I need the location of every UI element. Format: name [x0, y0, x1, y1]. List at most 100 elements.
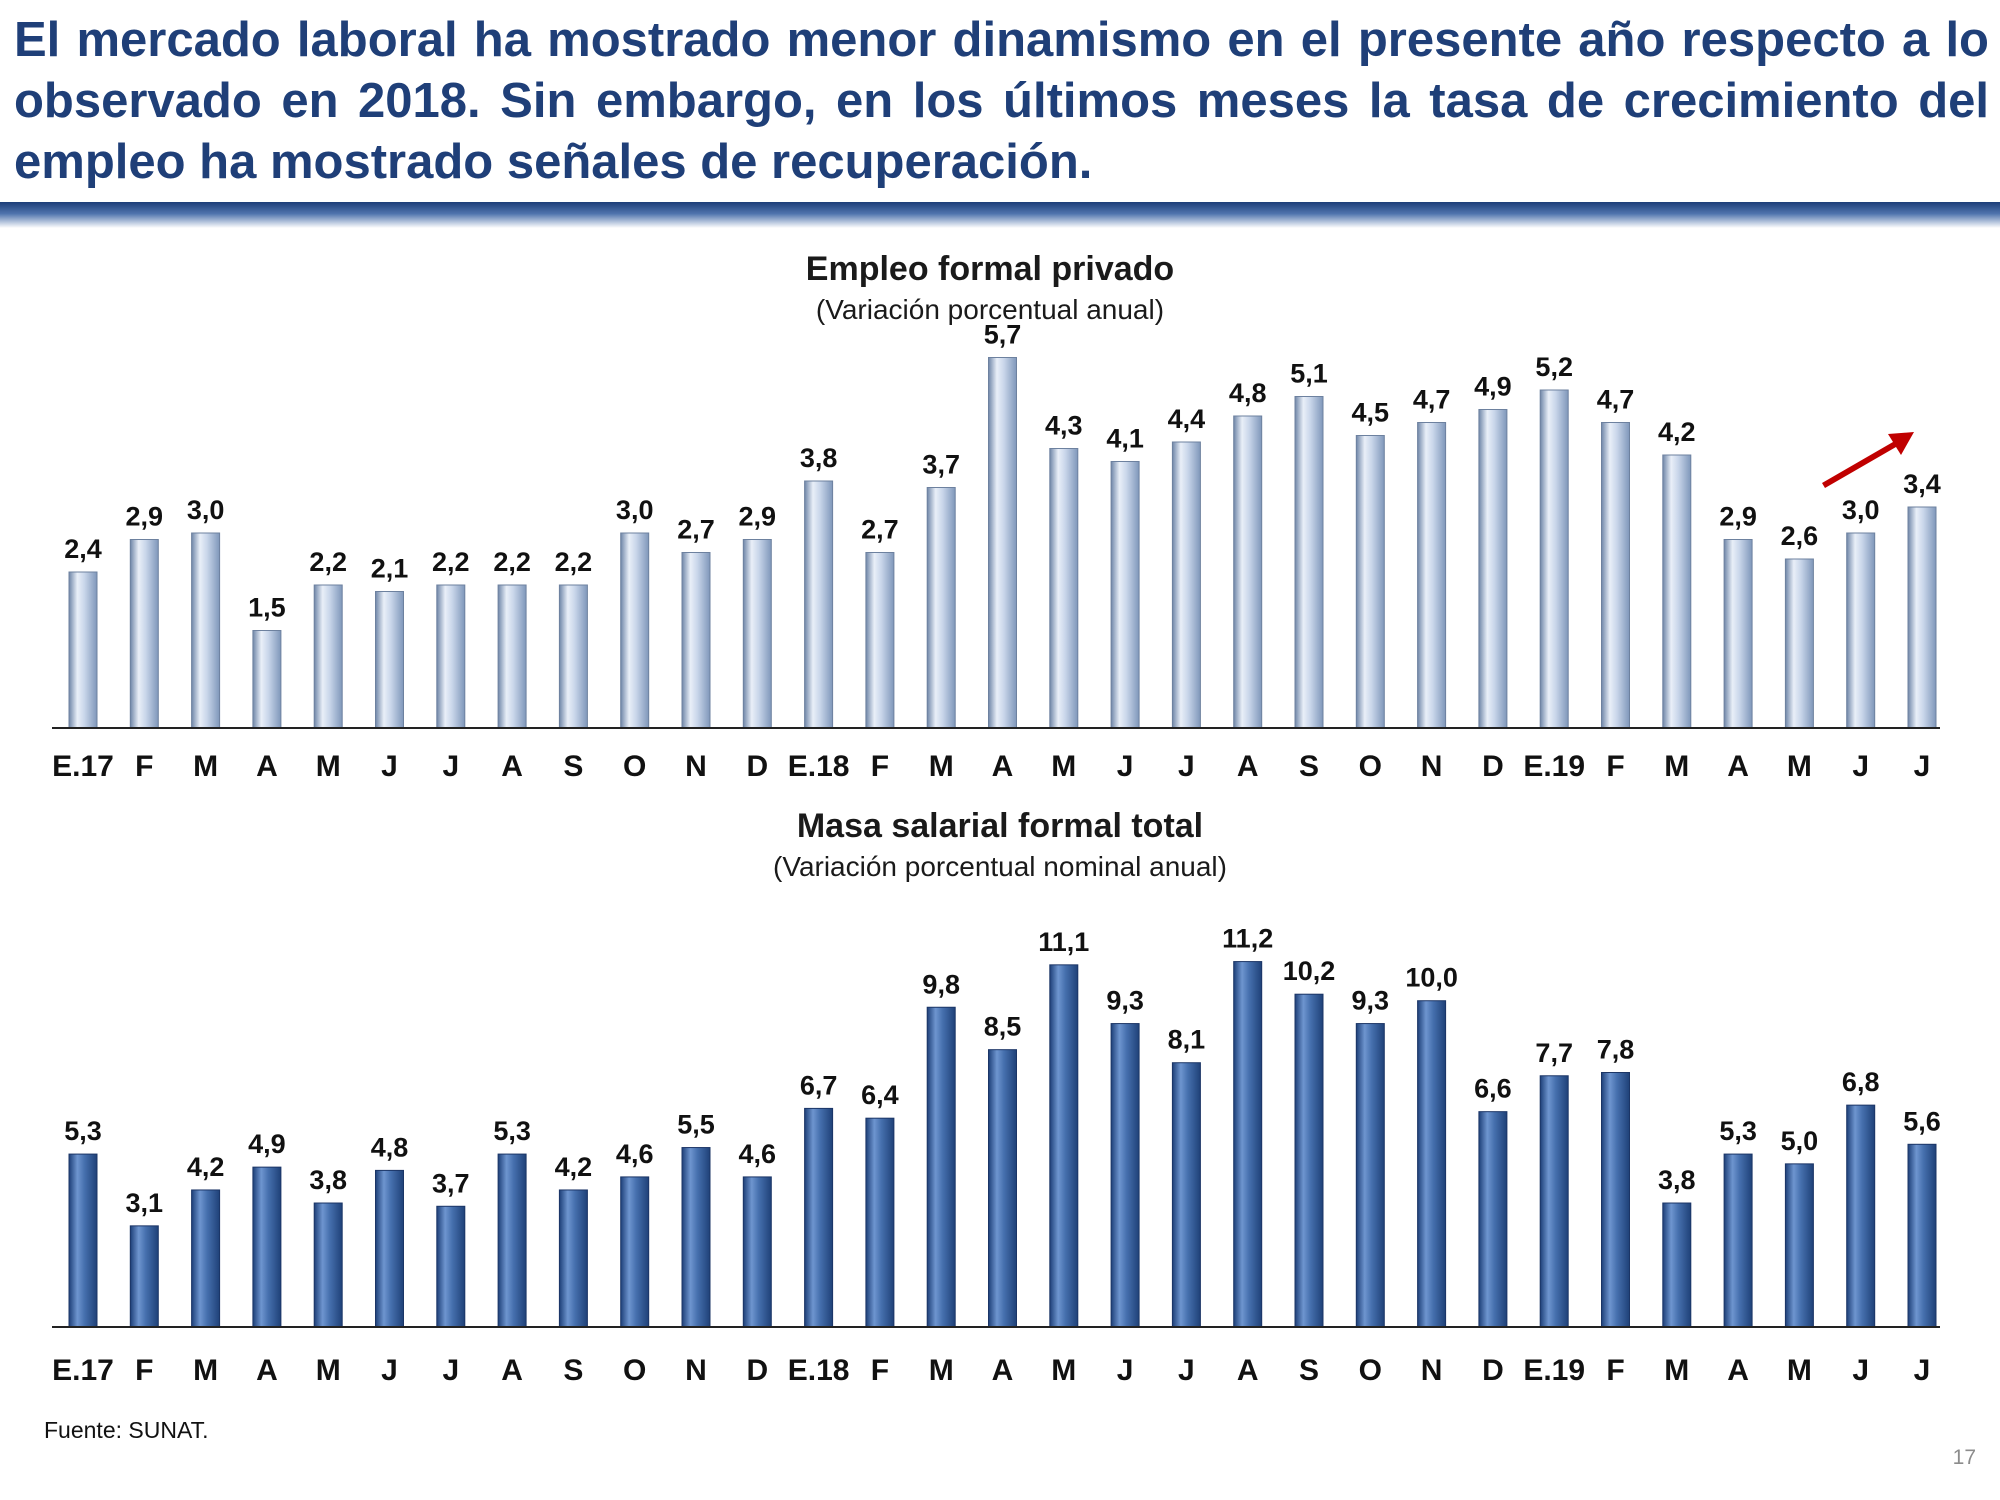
x-tick-label: S: [563, 1354, 583, 1387]
x-tick-labels-group: E.17 F M A M J J A S O N D E.18 F M A M J J A S O N D E.19 F M A M J J: [52, 750, 1930, 783]
value-label: 4,7: [1597, 385, 1635, 415]
bar: [1784, 558, 1814, 729]
page-number: 17: [1952, 1446, 1976, 1469]
bar: [313, 1202, 343, 1328]
value-label: 2,9: [1719, 502, 1757, 532]
value-label: 3,8: [309, 1165, 347, 1195]
value-label: 4,7: [1413, 385, 1451, 415]
x-tick-label: F: [135, 750, 153, 783]
value-label: 5,6: [1903, 1106, 1941, 1136]
value-label: 3,4: [1903, 469, 1941, 499]
x-tick-label: E.18: [788, 750, 850, 783]
bar: [1171, 1062, 1201, 1328]
x-tick-label: J: [442, 750, 459, 783]
x-tick-label: O: [1359, 750, 1382, 783]
value-label: 2,7: [677, 515, 715, 545]
bar: [865, 1117, 895, 1328]
x-tick-label: O: [1359, 1354, 1382, 1387]
x-tick-label: M: [1664, 750, 1689, 783]
source-note: Fuente: SUNAT.: [44, 1417, 209, 1443]
bar: [375, 591, 404, 729]
bar: [620, 1176, 650, 1328]
x-tick-label: M: [193, 1354, 218, 1387]
bar: [804, 1107, 834, 1328]
value-label: 3,0: [187, 495, 225, 525]
x-tick-label: M: [1664, 1354, 1689, 1387]
x-tick-label: A: [501, 750, 523, 783]
value-label: 4,4: [1168, 404, 1206, 434]
x-tick-label: D: [746, 1354, 768, 1387]
bar: [1539, 389, 1569, 729]
bar: [988, 357, 1017, 729]
value-label: 4,8: [371, 1132, 409, 1162]
bar: [68, 1153, 98, 1328]
value-label: 4,6: [616, 1139, 654, 1169]
bar: [1662, 1202, 1692, 1328]
x-tick-label: N: [1421, 1354, 1443, 1387]
value-label: 1,5: [248, 593, 286, 623]
bar: [1846, 532, 1876, 729]
chart-subtitle: (Variación porcentual anual): [816, 294, 1164, 325]
x-tick-label: M: [1787, 1354, 1812, 1387]
value-label: 9,3: [1106, 986, 1144, 1016]
bar: [1846, 1104, 1876, 1328]
value-label: 2,6: [1781, 521, 1819, 551]
x-tick-label: A: [501, 1354, 523, 1387]
x-tick-label: D: [746, 750, 768, 783]
x-tick-label: F: [135, 1354, 153, 1387]
x-tick-label: N: [685, 1354, 707, 1387]
x-tick-label: J: [1852, 750, 1869, 783]
x-tick-label: M: [1787, 750, 1812, 783]
x-tick-label: A: [992, 1354, 1014, 1387]
x-tick-label: F: [871, 750, 889, 783]
x-tick-label: N: [1421, 750, 1443, 783]
bar: [252, 630, 282, 729]
value-label: 11,2: [1222, 924, 1273, 954]
bar: [1539, 1075, 1569, 1328]
value-label: 2,2: [555, 547, 593, 577]
chart-subtitle: (Variación porcentual nominal anual): [773, 851, 1227, 882]
x-tick-label: J: [1852, 1354, 1869, 1387]
value-label: 2,9: [739, 502, 777, 532]
x-tick-labels-group: E.17 F M A M J J A S O N D E.18 F M A M J J A S O N D E.19 F M A M J J: [52, 1354, 1930, 1387]
value-label: 6,8: [1842, 1067, 1880, 1097]
bar: [1110, 1023, 1140, 1328]
x-tick-label: A: [1237, 1354, 1259, 1387]
x-tick-label: M: [1051, 1354, 1076, 1387]
bar: [1110, 461, 1140, 729]
bar: [497, 1153, 527, 1328]
bar: [1723, 539, 1753, 729]
x-tick-label: M: [316, 1354, 341, 1387]
x-tick-label: A: [992, 750, 1014, 783]
value-label: 5,3: [64, 1116, 102, 1146]
x-tick-label: J: [1178, 750, 1195, 783]
bars-group: [68, 357, 1937, 729]
x-tick-label: E.19: [1523, 1354, 1585, 1387]
value-label: 4,3: [1045, 411, 1083, 441]
x-tick-label: S: [1299, 750, 1319, 783]
bar: [1723, 1153, 1753, 1328]
x-tick-label: A: [256, 1354, 278, 1387]
page-headline: El mercado laboral ha mostrado menor din…: [14, 13, 1989, 189]
value-label: 9,8: [922, 969, 960, 999]
bar: [1907, 506, 1937, 729]
bar: [988, 1049, 1017, 1328]
value-label: 5,3: [1719, 1116, 1757, 1146]
value-label: 4,2: [187, 1152, 225, 1182]
bar: [436, 584, 466, 729]
bar: [1049, 448, 1079, 729]
bar: [1233, 415, 1263, 729]
bars-group: [68, 961, 1937, 1328]
bar: [1601, 1072, 1630, 1328]
value-label: 11,1: [1038, 927, 1089, 957]
value-label: 7,8: [1597, 1035, 1635, 1065]
bar: [681, 1147, 711, 1328]
x-tick-label: S: [563, 750, 583, 783]
bar: [558, 584, 588, 729]
x-tick-label: E.19: [1523, 750, 1585, 783]
bar: [681, 552, 711, 729]
bar: [1049, 964, 1079, 1328]
bar: [497, 584, 527, 729]
x-tick-label: F: [1606, 750, 1624, 783]
value-label: 2,4: [64, 534, 102, 564]
